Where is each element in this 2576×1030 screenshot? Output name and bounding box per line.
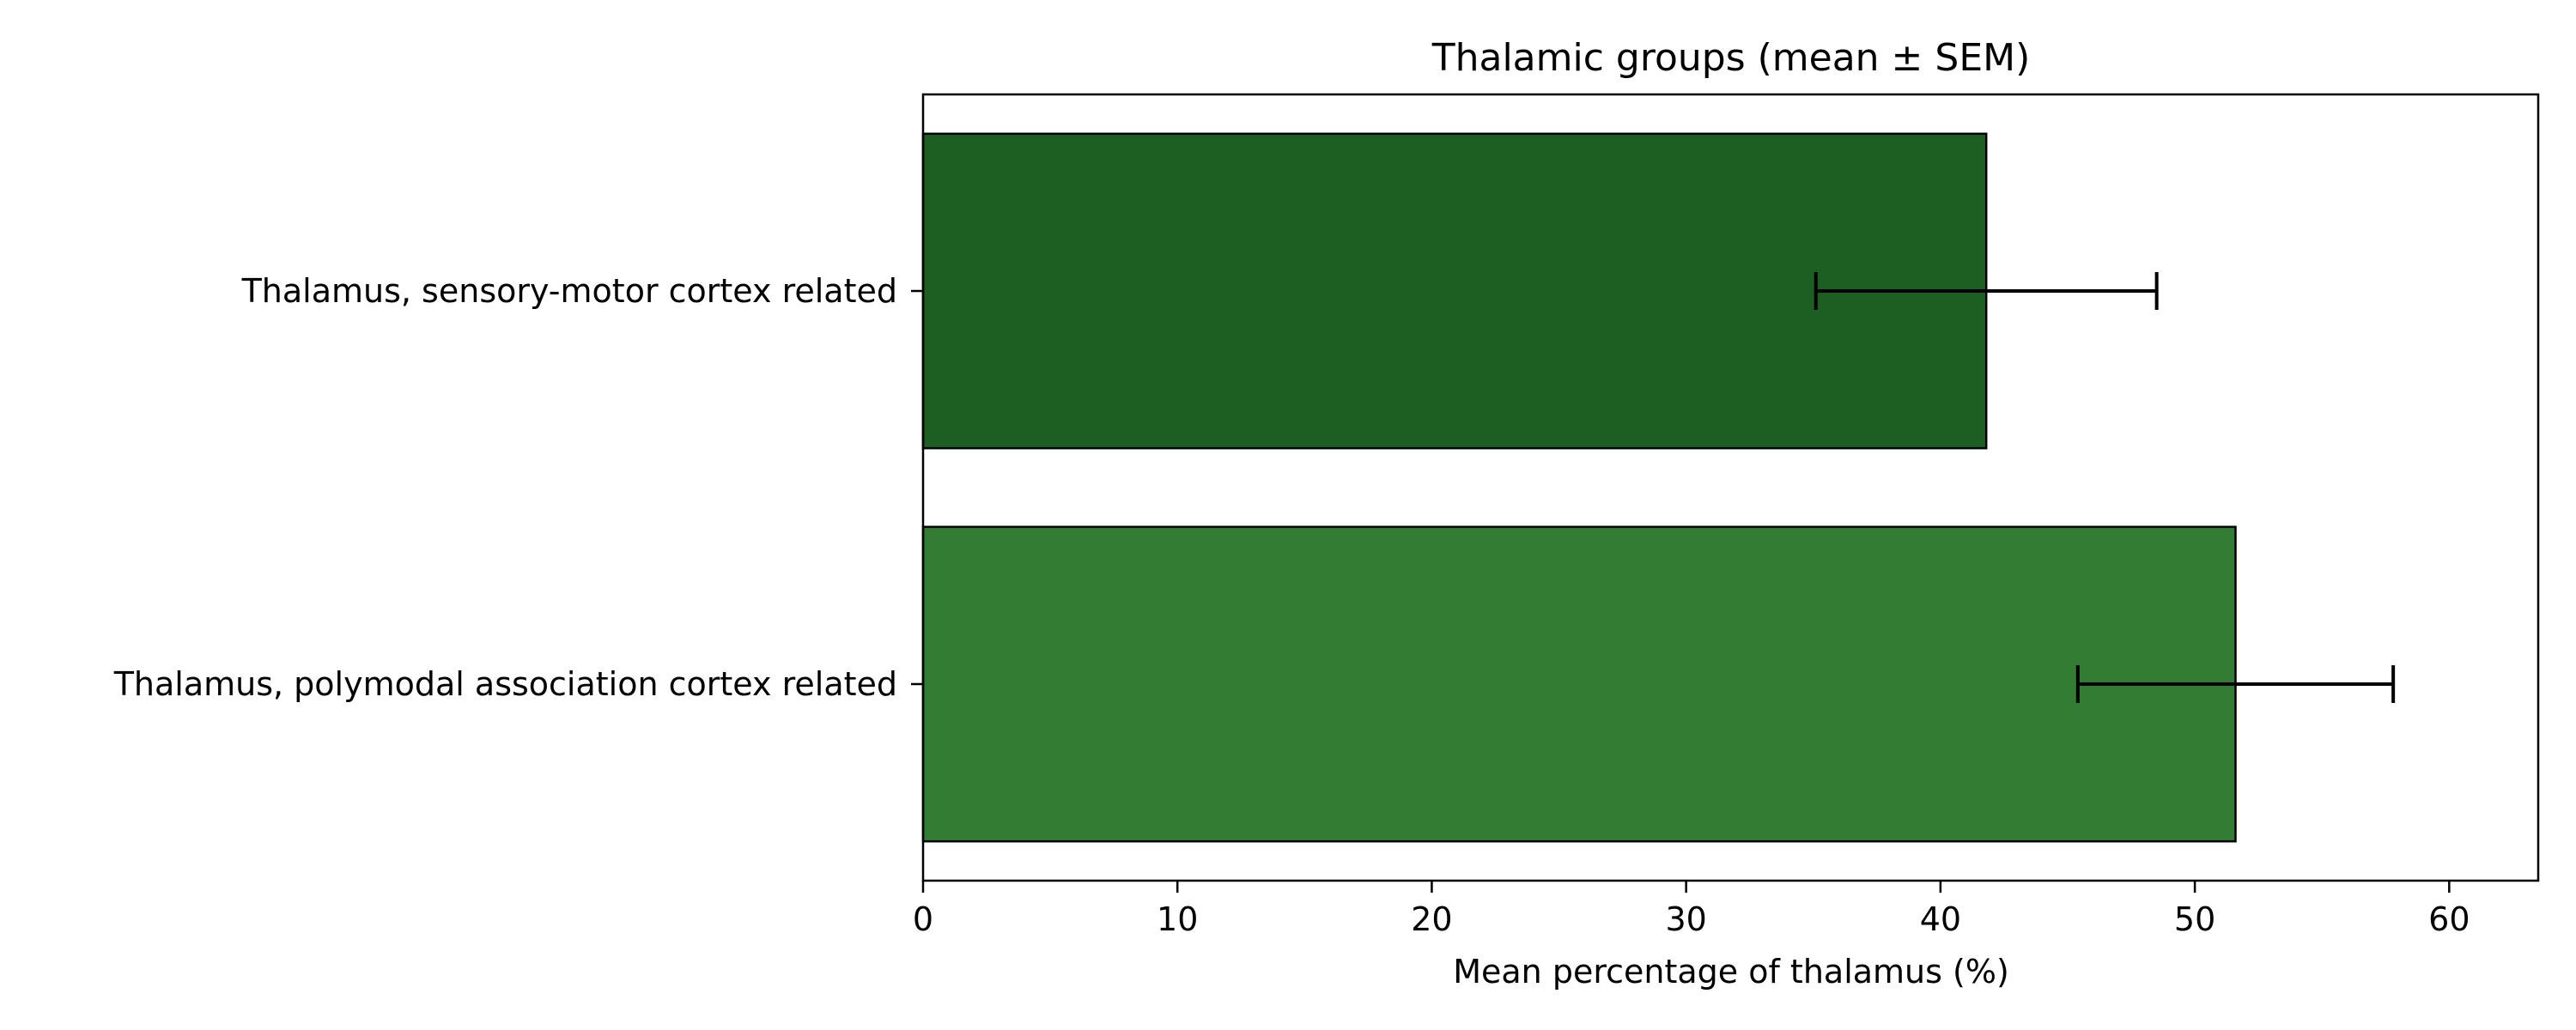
x-tick-label: 10 [1157,900,1198,938]
error-bars-layer [1814,272,2396,703]
y-tick-label: Thalamus, sensory-motor cortex related [241,272,897,310]
plot-frame [921,93,2540,882]
x-tick-label: 0 [913,900,933,938]
y-tick-label: Thalamus, polymodal association cortex r… [113,665,897,703]
x-axis-label: Mean percentage of thalamus (%) [1453,953,2009,991]
y-axis: Thalamus, sensory-motor cortex related Th… [113,272,923,703]
chart-title: Thalamic groups (mean ± SEM) [1431,36,2031,80]
x-tick-label: 30 [1665,900,1706,938]
bar [921,132,1988,450]
bar [921,525,2237,843]
x-axis: 0 10 20 30 40 50 60 [913,881,2470,938]
x-tick-label: 60 [2428,900,2470,938]
x-tick-label: 20 [1411,900,1452,938]
x-tick-label: 40 [1920,900,1961,938]
bars-layer [921,132,2237,843]
x-tick-label: 50 [2174,900,2215,938]
